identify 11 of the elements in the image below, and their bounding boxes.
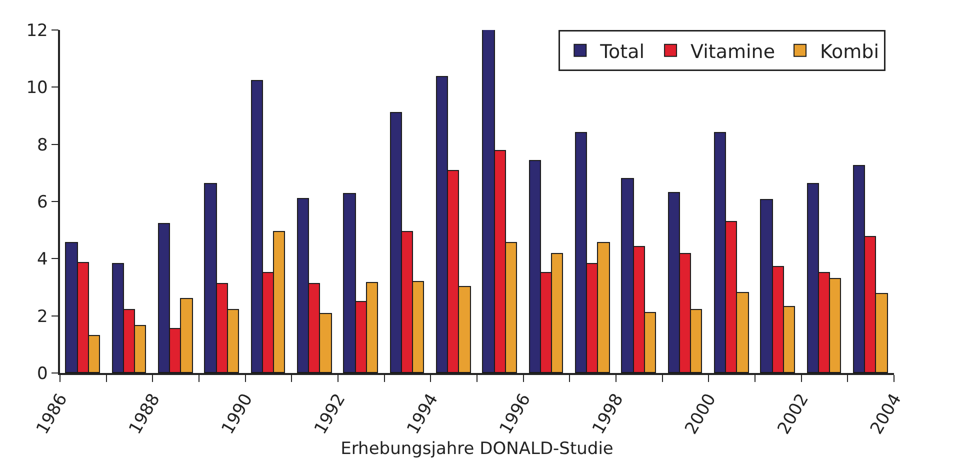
legend-label: Vitamine	[690, 40, 776, 63]
y-tick-label: 12	[26, 20, 48, 41]
legend-label: Total	[599, 40, 645, 63]
y-tick-label: 0	[37, 364, 48, 384]
y-tick-label: 10	[26, 78, 48, 98]
y-tick-label: 8	[37, 135, 48, 156]
y-tick-label: 4	[37, 250, 48, 270]
y-tick-label: 6	[37, 192, 48, 212]
legend-label: Kombi	[820, 40, 880, 63]
x-axis-title: Erhebungsjahre DONALD-Studie	[340, 438, 614, 459]
y-tick-label: 2	[37, 306, 48, 327]
